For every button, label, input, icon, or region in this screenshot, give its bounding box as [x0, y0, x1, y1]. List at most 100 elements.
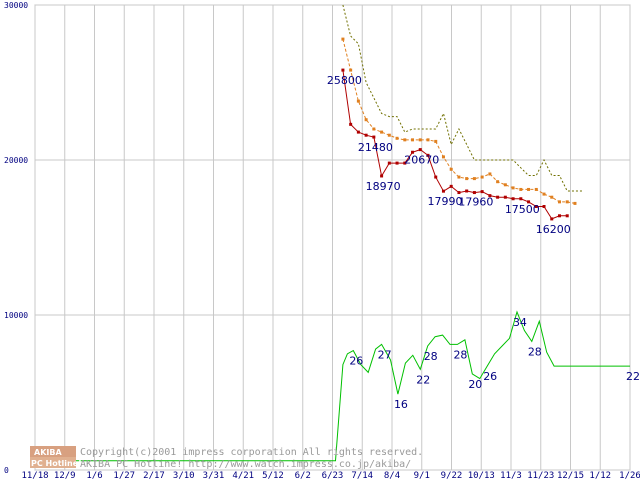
data-point	[503, 195, 507, 199]
data-point	[380, 174, 384, 178]
x-tick-label: 6/2	[295, 471, 311, 480]
x-tick-label: 11/23	[527, 471, 554, 480]
data-label: 22	[416, 373, 430, 386]
series-average-price	[341, 37, 577, 205]
y-axis: 0 10000 20000 30000	[4, 1, 28, 475]
data-point	[472, 191, 476, 195]
data-point	[511, 186, 515, 190]
data-point	[426, 138, 430, 142]
footer-credit: AKIBA PC Hotline! Copyright(c)2001 impre…	[30, 446, 423, 470]
data-point	[349, 68, 353, 72]
series-highest-price	[342, 4, 583, 192]
data-label: 16200	[536, 223, 571, 236]
data-point	[472, 177, 476, 181]
data-point	[511, 197, 515, 201]
data-point	[349, 122, 353, 126]
x-axis: 11/18 12/9 1/6 1/27 2/17 3/10 3/31 4/21 5/12 6/2 6…	[21, 471, 640, 480]
data-point	[449, 184, 453, 188]
data-label: 34	[513, 316, 527, 329]
data-point	[372, 135, 376, 139]
data-point	[356, 130, 360, 134]
data-point	[465, 189, 469, 193]
data-point	[488, 194, 492, 198]
data-label: 26	[483, 370, 497, 383]
data-point	[356, 99, 360, 103]
data-point	[542, 205, 546, 208]
data-point	[418, 138, 422, 142]
x-tick-label: 1/26	[619, 471, 640, 480]
data-point	[387, 161, 391, 165]
data-point	[519, 187, 523, 191]
x-tick-label: 11/3	[500, 471, 522, 480]
data-point	[550, 195, 554, 199]
series-number-of-shops	[35, 310, 630, 462]
x-tick-label: 7/14	[351, 471, 373, 480]
data-point	[503, 183, 507, 187]
data-label: 17990	[427, 195, 462, 208]
x-tick-label: 4/21	[232, 471, 254, 480]
x-tick-label: 3/10	[173, 471, 195, 480]
data-point	[557, 214, 561, 218]
data-point	[380, 130, 384, 134]
data-point	[527, 187, 531, 191]
akiba-logo: AKIBA PC Hotline!	[30, 446, 82, 468]
data-point	[434, 139, 438, 143]
series-line	[342, 4, 583, 192]
data-point	[457, 175, 461, 179]
logo-top-text: AKIBA	[34, 448, 62, 457]
data-point	[341, 37, 345, 41]
data-point	[565, 200, 569, 204]
data-point	[395, 136, 399, 140]
x-tick-label: 2/17	[143, 471, 165, 480]
y-tick-label: 30000	[4, 1, 28, 10]
x-tick-label: 11/18	[21, 471, 48, 480]
copyright-line-1: Copyright(c)2001 impress corporation All…	[80, 447, 423, 458]
logo-bottom-text: PC Hotline!	[31, 459, 82, 468]
data-point	[364, 118, 368, 122]
x-tick-label: 12/9	[54, 471, 76, 480]
data-label: 20670	[404, 154, 439, 167]
data-point	[387, 133, 391, 137]
data-point	[534, 187, 538, 191]
data-point	[441, 189, 445, 193]
x-tick-label: 1/12	[589, 471, 611, 480]
data-point	[364, 133, 368, 137]
data-point	[403, 161, 407, 165]
data-point	[557, 200, 561, 204]
data-point	[488, 172, 492, 176]
x-tick-label: 9/1	[414, 471, 430, 480]
data-point	[411, 150, 415, 154]
data-point	[372, 127, 376, 131]
data-point	[395, 161, 399, 165]
data-point	[542, 192, 546, 196]
x-tick-label: 5/12	[262, 471, 284, 480]
data-label: 26	[349, 355, 363, 368]
x-tick-label: 1/6	[86, 471, 102, 480]
data-point	[426, 153, 430, 157]
x-tick-label: 6/23	[322, 471, 344, 480]
data-label: 18970	[366, 180, 401, 193]
data-label: 17500	[505, 203, 540, 216]
data-point	[441, 155, 445, 159]
x-tick-label: 8/4	[384, 471, 400, 480]
data-label: 17960	[458, 196, 493, 209]
series-layer	[35, 4, 630, 462]
data-point	[465, 177, 469, 181]
data-label: 20	[468, 378, 482, 391]
series-lowest-price	[341, 68, 569, 221]
data-point	[496, 180, 500, 184]
data-point	[449, 167, 453, 171]
series-line	[35, 310, 630, 462]
data-point	[480, 175, 484, 179]
y-tick-label: 20000	[4, 156, 28, 165]
data-label: 16	[394, 398, 408, 411]
x-tick-label: 1/27	[113, 471, 135, 480]
data-point	[519, 197, 523, 201]
y-tick-label: 10000	[4, 311, 28, 320]
data-point	[527, 200, 531, 204]
data-point	[565, 214, 569, 218]
data-point	[496, 195, 500, 199]
data-label: 21480	[358, 141, 393, 154]
